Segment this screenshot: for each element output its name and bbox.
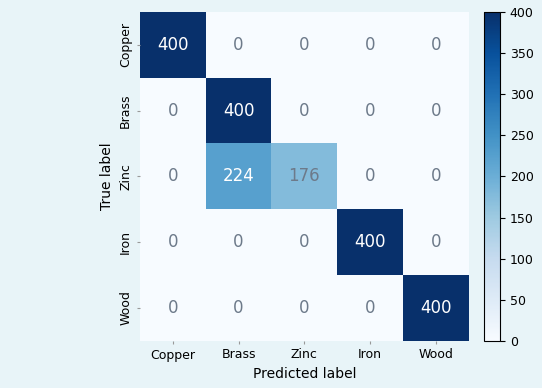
Text: 224: 224 <box>223 167 254 185</box>
Text: 400: 400 <box>354 233 386 251</box>
Text: 0: 0 <box>365 299 376 317</box>
Text: 0: 0 <box>299 299 309 317</box>
Text: 176: 176 <box>288 167 320 185</box>
X-axis label: Predicted label: Predicted label <box>253 367 356 381</box>
Text: 0: 0 <box>365 167 376 185</box>
Text: 0: 0 <box>365 36 376 54</box>
Text: 0: 0 <box>299 102 309 120</box>
Text: 400: 400 <box>157 36 189 54</box>
Text: 400: 400 <box>223 102 254 120</box>
Text: 0: 0 <box>167 233 178 251</box>
Text: 0: 0 <box>431 233 441 251</box>
Text: 0: 0 <box>233 299 244 317</box>
Text: 0: 0 <box>167 102 178 120</box>
Y-axis label: True label: True label <box>100 143 114 210</box>
Text: 0: 0 <box>431 36 441 54</box>
Text: 0: 0 <box>233 36 244 54</box>
Text: 400: 400 <box>420 299 451 317</box>
Text: 0: 0 <box>299 233 309 251</box>
Text: 0: 0 <box>365 102 376 120</box>
Text: 0: 0 <box>233 233 244 251</box>
Text: 0: 0 <box>431 167 441 185</box>
Text: 0: 0 <box>167 167 178 185</box>
Text: 0: 0 <box>431 102 441 120</box>
Text: 0: 0 <box>167 299 178 317</box>
Text: 0: 0 <box>299 36 309 54</box>
